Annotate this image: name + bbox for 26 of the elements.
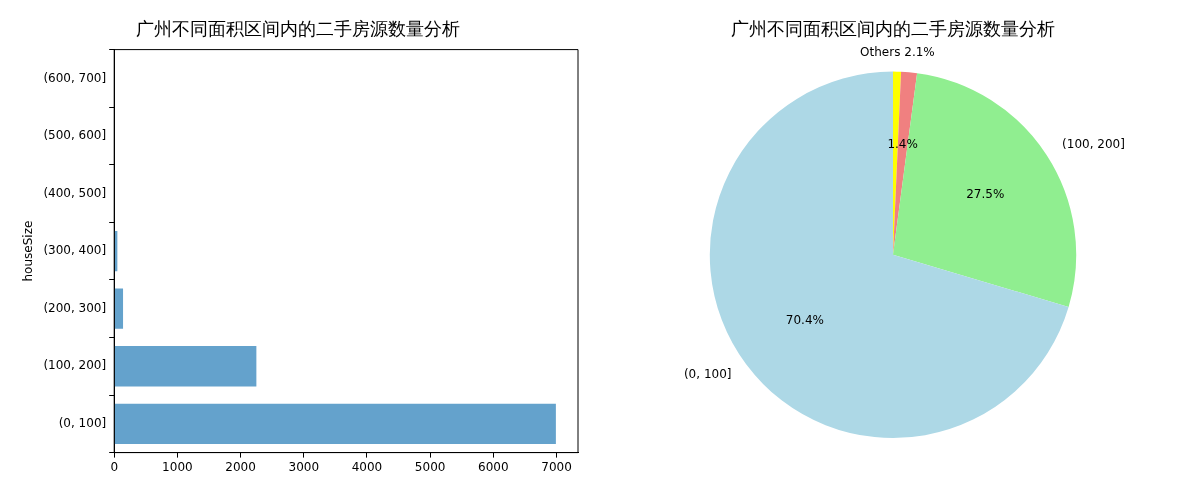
- x-tick-label: 1000: [162, 459, 193, 474]
- x-tick-label: 6000: [478, 459, 509, 474]
- y-tick-label: (400, 500]: [43, 185, 107, 200]
- slice-label: (100, 200]: [1062, 137, 1125, 152]
- y-tick-label: (500, 600]: [43, 128, 107, 143]
- bar: [114, 346, 257, 387]
- bar: [114, 288, 124, 329]
- y-tick-label: (200, 300]: [43, 300, 107, 315]
- y-tick-label: (600, 700]: [43, 70, 107, 85]
- data-label: 70.4%: [785, 312, 824, 327]
- chart-title: 广州不同面积区间内的二手房源数量分析: [136, 18, 460, 40]
- x-tick-label: 3000: [288, 459, 320, 474]
- x-tick-label: 2000: [225, 459, 256, 474]
- x-tick-label: 5000: [414, 459, 446, 474]
- x-tick-label: 7000: [541, 459, 572, 474]
- y-axis-title: houseSize: [21, 220, 36, 282]
- x-tick-label: 4000: [351, 459, 383, 474]
- chart-title: 广州不同面积区间内的二手房源数量分析: [731, 18, 1055, 40]
- bar: [114, 403, 556, 444]
- data-label: 27.5%: [966, 187, 1005, 202]
- slice-label: Others 2.1%: [860, 45, 935, 60]
- y-tick-label: (300, 400]: [43, 243, 107, 258]
- slice-label: (0, 100]: [683, 367, 732, 382]
- y-tick-label: (100, 200]: [43, 358, 107, 373]
- y-tick-label: (0, 100]: [58, 415, 107, 430]
- x-tick-label: 0: [110, 459, 119, 474]
